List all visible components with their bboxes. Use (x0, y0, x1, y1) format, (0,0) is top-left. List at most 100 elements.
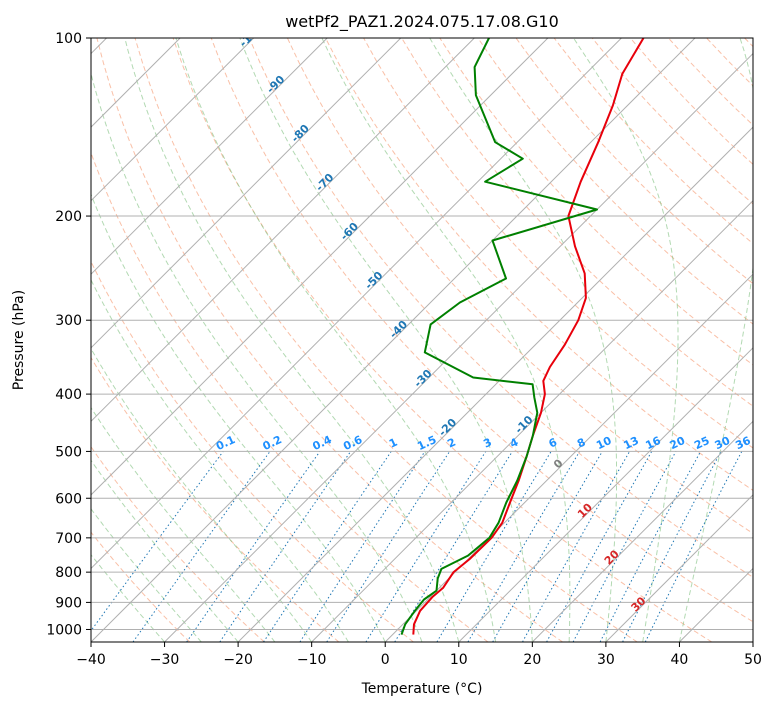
x-tick-label: 20 (523, 652, 541, 668)
isotherm-line (91, 38, 475, 423)
mixing-ratio-label: 0.1 (214, 433, 237, 453)
dry-adiabat (91, 356, 340, 642)
dry-adiabat (515, 38, 753, 285)
moist-adiabat (573, 38, 679, 642)
moist-adiabat (91, 406, 276, 642)
isotherm-line (91, 38, 622, 570)
y-tick-label: 500 (55, 444, 82, 460)
isotherm-line (91, 38, 549, 496)
plot-area: -100-90-80-70-60-50-40-30-20 -10010203040… (91, 21, 753, 642)
mixing-ratio-line (326, 451, 451, 642)
moist-adiabat (91, 278, 349, 642)
isotherm-line (237, 126, 753, 642)
dry-adiabat (210, 38, 753, 623)
y-tick-label: 900 (55, 595, 82, 611)
x-tick-label: 0 (381, 652, 390, 668)
mixing-ratio-label: 25 (692, 434, 711, 452)
mixing-ratio-label: 36 (733, 434, 753, 452)
mixing-ratio-line (91, 451, 224, 632)
moist-adiabat (678, 38, 753, 642)
dry-adiabat (477, 38, 753, 325)
isotherm-line (164, 52, 753, 642)
y-tick-label: 1000 (46, 622, 82, 638)
mixing-ratio-label: 0.4 (311, 433, 334, 453)
x-tick-label: 40 (671, 652, 689, 668)
isotherm-label: -100 (237, 21, 266, 50)
y-tick-label: 800 (55, 565, 82, 581)
x-axis-label: Temperature (°C) (361, 681, 483, 697)
mixing-ratio-line (436, 451, 552, 642)
mixing-ratio-line (219, 451, 352, 642)
dry-adiabat (668, 38, 753, 126)
dry-adiabat (91, 151, 489, 642)
dry-adiabat (91, 260, 414, 642)
mixing-ratio-label: 20 (668, 434, 688, 452)
y-axis-ticks: 100 200 300 400 500 600 700 800 900 1000 (46, 31, 91, 638)
isotherm-line (91, 38, 402, 349)
y-tick-label: 700 (55, 531, 82, 547)
dry-adiabat (172, 38, 713, 642)
moist-adiabat (91, 459, 239, 642)
mixing-ratio-label: 8 (575, 436, 587, 451)
mixing-ratio-line (572, 451, 677, 642)
mixing-ratio-line (546, 451, 653, 642)
isotherm-label: -80 (289, 122, 312, 145)
isotherm-line (605, 494, 753, 642)
y-tick-label: 100 (55, 31, 82, 47)
x-tick-label: −20 (223, 652, 253, 668)
mixing-ratio-line (644, 451, 743, 642)
pressure-gridlines (91, 38, 753, 630)
dry-adiabat (401, 38, 753, 407)
isotherm-line (91, 38, 255, 202)
isotherm-line (91, 38, 181, 128)
isotherm-line (679, 567, 753, 642)
moist-adiabat (91, 71, 423, 642)
dry-adiabat (591, 38, 753, 205)
isotherm-line (311, 199, 753, 642)
dry-adiabat (91, 445, 265, 642)
mixing-ratio-label: 3 (481, 436, 493, 451)
dry-adiabat (744, 38, 753, 48)
profile-series (400, 38, 645, 635)
isotherm-line (91, 38, 696, 642)
x-tick-label: 10 (450, 652, 468, 668)
mixing-ratio-label: 16 (644, 434, 664, 452)
skewed-isotherms (91, 38, 753, 642)
isotherm-label: -40 (387, 318, 410, 341)
mixing-ratio-label: 6 (547, 435, 560, 450)
x-tick-label: −40 (76, 652, 106, 668)
x-tick-label: −30 (150, 652, 180, 668)
mixing-ratio-line (467, 451, 581, 642)
isotherm-line (458, 347, 753, 642)
mixing-ratio-line (299, 451, 426, 642)
dry-adiabat (96, 38, 563, 642)
temperature-profile (412, 38, 645, 635)
moist-adiabat (124, 38, 460, 642)
isotherm-label: 10 (575, 500, 595, 520)
mixing-ratio-label: 4 (508, 435, 521, 450)
moist-adiabat (91, 193, 386, 642)
x-axis-ticks: −40 −30 −20 −10 0 10 20 30 40 50 (76, 642, 762, 668)
y-tick-label: 600 (55, 491, 82, 507)
mixing-ratio-line (263, 451, 392, 642)
mixing-ratio-label: 0.6 (341, 433, 364, 453)
mixing-ratio-label: 10 (594, 434, 614, 452)
dry-adiabat (248, 38, 753, 578)
isotherm-label: 30 (629, 594, 649, 614)
dry-adiabat (706, 38, 753, 87)
isotherm-line (752, 641, 753, 642)
x-tick-label: 30 (597, 652, 615, 668)
x-tick-label: 50 (744, 652, 762, 668)
isotherm-line (531, 420, 753, 642)
mixing-ratio-line (522, 451, 631, 642)
moist-adiabat (429, 38, 618, 642)
mixing-ratio-line (186, 451, 321, 642)
x-tick-label: −10 (297, 652, 327, 668)
isotherm-line (91, 38, 328, 275)
mixing-ratio-label: 13 (622, 434, 641, 452)
moist-adiabat (321, 38, 571, 642)
moist-adiabats (91, 38, 753, 642)
dry-adiabat (134, 38, 638, 642)
